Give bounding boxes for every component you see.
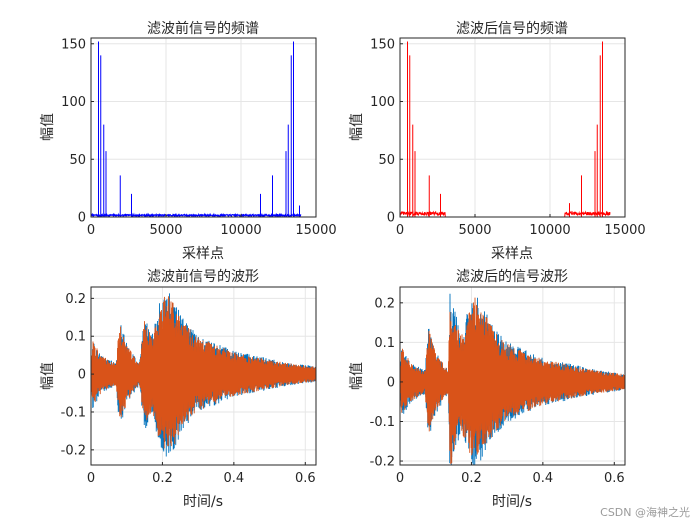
y-tick-label: 0 [387,211,395,226]
ticks: 0 0.2 0.4 0.6 -0.2 -0.1 0 0.1 0.2 [370,296,625,486]
panel-spectrum-after: 0 5000 10000 15000 0 50 100 150 滤波后信号的频谱 采样点 幅值 [349,21,646,262]
spectrum-line [91,212,302,217]
axes-frame [399,37,626,218]
y-tick-label: 100 [370,95,395,110]
x-axis-label: 时间/s [183,494,223,510]
x-tick-label: 0.2 [461,471,482,486]
axes-frame [90,37,317,218]
x-tick-label: 10000 [220,223,261,238]
waveform-series-2 [400,297,625,465]
axes-box [400,38,625,217]
y-tick-label: 0.2 [65,292,86,307]
x-axis-label: 采样点 [182,246,224,262]
x-tick-label: 0.6 [295,471,316,486]
plot-area [91,293,316,457]
x-tick-label: 10000 [529,223,570,238]
y-tick-label: 100 [61,95,86,110]
x-tick-label: 0 [396,223,404,238]
y-tick-label: 0 [78,368,86,383]
y-tick-label: 150 [61,37,86,52]
panel-waveform-before: 0 0.2 0.4 0.6-0.2-0.100.10.2 滤波前信号的波形 时间/s … [40,268,317,510]
watermark: CSDN @海神之光 [600,505,690,519]
x-axis-label: 采样点 [491,246,533,262]
x-tick-label: 0.6 [604,471,625,486]
y-tick-label: 0.2 [374,296,395,311]
plot-area [400,293,625,465]
y-tick-label: 0.1 [65,330,86,345]
x-tick-label: 0 [87,223,95,238]
y-axis-label: 幅值 [40,113,56,141]
y-tick-label: 50 [69,153,86,168]
y-axis-label: 幅值 [349,113,365,141]
y-tick-label: -0.1 [61,405,86,420]
plot-area [91,41,302,217]
ticks: 0 5000 10000 15000 0 50 100 150 [61,37,337,238]
x-tick-label: 5000 [149,223,182,238]
chart-title: 滤波前信号的频谱 [147,20,259,37]
y-axis-label: 幅值 [349,362,365,390]
ticks: 0 5000 10000 15000 0 50 100 150 [370,37,646,238]
x-tick-label: 0 [396,471,404,486]
ticks: 0 0.2 0.4 0.6 -0.2 -0.1 0 0.1 0.2 [61,292,316,486]
axes-box [91,38,316,217]
y-tick-label: 0 [387,375,395,390]
x-tick-label: 0.4 [224,471,245,486]
panel-waveform-after: 0 0.2 0.4 0.6-0.2-0.100.10.2 滤波后的信号波形 时间/s … [349,269,626,510]
y-tick-label: -0.2 [61,443,86,458]
x-tick-label: 0.4 [533,471,554,486]
axes-frame [90,286,317,466]
y-axis-label: 幅值 [40,362,56,390]
y-tick-label: -0.1 [370,415,395,430]
x-axis-label: 时间/s [492,494,532,510]
axes-frame [399,286,626,466]
chart-title: 滤波后信号的频谱 [456,21,568,37]
y-tick-label: 0.1 [374,336,395,351]
y-tick-label: 150 [370,37,395,52]
panel-spectrum-before: 0 5000 10000 15000 0 50 100 150 滤波前信号的频谱 采样点 幅值 [40,20,337,262]
spectrum-line [400,210,611,217]
x-tick-label: 0.2 [152,471,173,486]
plot-area [400,41,611,217]
y-tick-label: 50 [378,153,395,168]
x-tick-label: 0 [87,471,95,486]
y-tick-label: 0 [78,211,86,226]
x-tick-label: 15000 [295,223,336,238]
x-tick-label: 15000 [604,223,645,238]
x-tick-label: 5000 [458,223,491,238]
waveform-series-2 [91,296,316,449]
y-tick-label: -0.2 [370,455,395,470]
chart-title: 滤波前信号的波形 [147,268,259,285]
chart-title: 滤波后的信号波形 [456,269,568,285]
